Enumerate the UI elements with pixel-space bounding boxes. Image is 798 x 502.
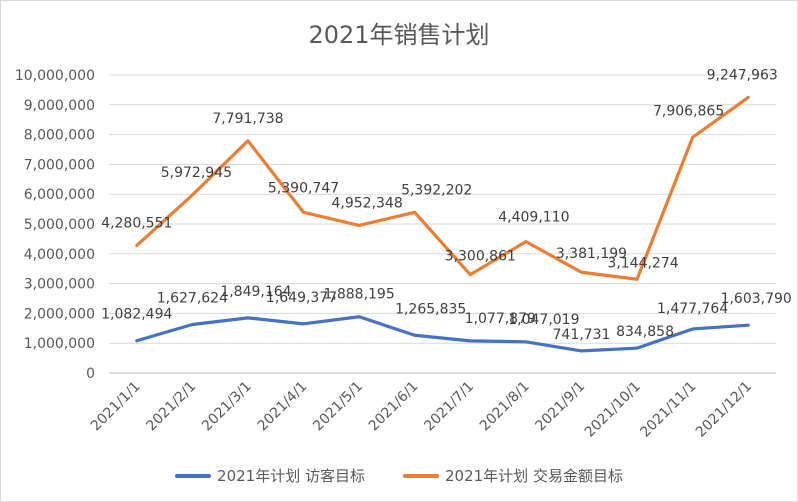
x-tick-label: 2021/11/1 [637, 379, 699, 441]
legend-swatch-transactions [403, 473, 439, 478]
legend-label-visitors: 2021年计划 访客目标 [217, 467, 365, 485]
y-tick-label: 5,000,000 [24, 217, 95, 233]
data-label: 9,247,963 [707, 67, 778, 83]
x-tick-label: 2021/3/1 [199, 379, 255, 435]
data-label: 1,627,624 [157, 290, 228, 306]
data-label: 5,390,747 [268, 180, 339, 196]
y-tick-label: 2,000,000 [24, 306, 95, 322]
y-tick-label: 4,000,000 [24, 247, 95, 263]
data-label: 741,731 [553, 327, 611, 343]
x-tick-label: 2021/2/1 [143, 379, 199, 435]
series-line-1 [135, 95, 750, 281]
data-label: 834,858 [616, 324, 674, 340]
data-label: 5,972,945 [161, 165, 232, 181]
data-label: 3,381,199 [556, 246, 627, 262]
series-line-0 [135, 315, 750, 353]
data-label: 7,791,738 [212, 111, 283, 127]
y-tick-label: 10,000,000 [15, 68, 95, 84]
x-tick-label: 2021/5/1 [310, 379, 366, 435]
y-tick-label: 8,000,000 [24, 128, 95, 144]
data-label: 7,906,865 [653, 103, 724, 119]
y-tick-label: 9,000,000 [24, 98, 95, 114]
data-label: 1,603,790 [721, 291, 792, 307]
y-tick-label: 7,000,000 [24, 157, 95, 173]
legend-swatch-visitors [175, 473, 212, 478]
x-tick-label: 2021/6/1 [366, 379, 422, 435]
chart-title: 2021年销售计划 [308, 21, 490, 49]
data-label: 1,477,764 [657, 301, 728, 317]
legend-item-transactions: 2021年计划 交易金额目标 [403, 465, 623, 486]
legend-item-visitors: 2021年计划 访客目标 [175, 465, 365, 486]
data-label: 4,409,110 [498, 210, 569, 226]
y-tick-label: 3,000,000 [24, 277, 95, 293]
x-tick-label: 2021/7/1 [421, 379, 477, 435]
x-tick-label: 2021/1/1 [88, 379, 144, 435]
legend: 2021年计划 访客目标 2021年计划 交易金额目标 [1, 465, 797, 486]
x-tick-label: 2021/12/1 [693, 379, 755, 441]
data-label: 1,849,164 [220, 284, 291, 300]
x-tick-label: 2021/9/1 [533, 379, 589, 435]
data-label: 1,649,377 [266, 290, 337, 306]
data-label: 4,952,348 [331, 195, 402, 211]
data-label: 1,265,835 [395, 301, 466, 317]
y-tick-label: 6,000,000 [24, 187, 95, 203]
data-label: 3,144,274 [607, 255, 678, 271]
y-tick-label: 0 [86, 366, 95, 382]
y-tick-label: 1,000,000 [24, 336, 95, 352]
data-label: 3,300,861 [445, 249, 516, 265]
data-label: 1,888,195 [323, 287, 394, 303]
data-label: 1,047,019 [508, 312, 579, 328]
data-label: 4,280,551 [101, 215, 172, 231]
x-tick-label: 2021/4/1 [255, 379, 311, 435]
data-label: 1,077,879 [465, 311, 536, 327]
data-label: 5,392,202 [401, 182, 472, 198]
data-label: 1,082,494 [101, 307, 172, 323]
legend-label-transactions: 2021年计划 交易金额目标 [445, 467, 623, 485]
x-tick-label: 2021/8/1 [477, 379, 533, 435]
x-tick-label: 2021/10/1 [582, 379, 644, 441]
